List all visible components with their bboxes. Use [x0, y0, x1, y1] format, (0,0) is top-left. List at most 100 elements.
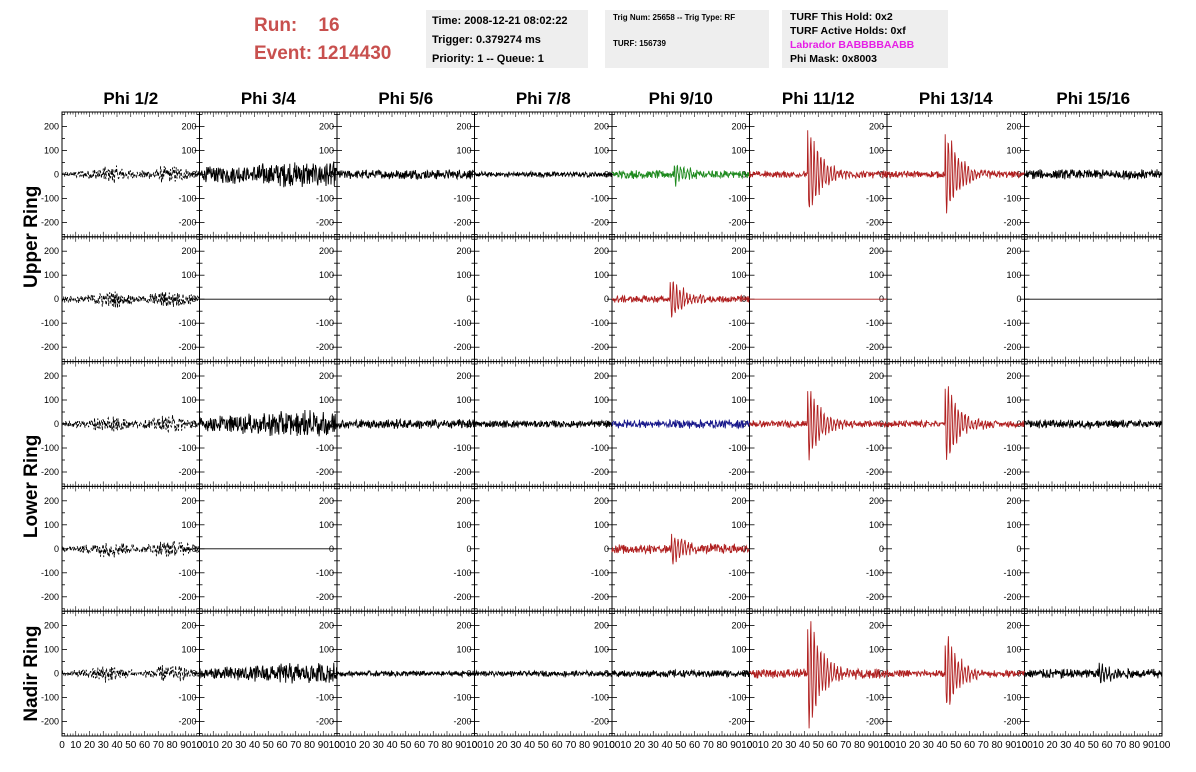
trig-num-text: Trig Num: 25658 -- Trig Type: RF	[613, 13, 736, 22]
y-tick-label: -100	[41, 193, 59, 203]
y-tick-label: 200	[456, 371, 471, 381]
y-tick-label: -100	[453, 443, 471, 453]
y-tick-label: -100	[41, 318, 59, 328]
trigger-info-box: Trig Num: 25658 -- Trig Type: RF TURF: 1…	[605, 10, 769, 68]
y-tick-label: 200	[731, 621, 746, 631]
y-tick-label: -100	[728, 568, 746, 578]
row-group-title: Nadir Ring	[21, 626, 42, 722]
y-tick-label: 0	[1016, 294, 1021, 304]
y-tick-label: 200	[456, 496, 471, 506]
y-tick-label: 100	[731, 395, 746, 405]
y-tick-label: -200	[866, 342, 884, 352]
y-tick-label: 200	[319, 621, 334, 631]
phi-mask-text: Phi Mask: 0x8003	[790, 53, 877, 65]
y-tick-label: -100	[728, 193, 746, 203]
y-tick-label: -200	[591, 467, 609, 477]
turf-count-text: TURF: 156739	[613, 39, 666, 48]
y-tick-label: -100	[1003, 568, 1021, 578]
y-tick-label: 200	[181, 121, 196, 131]
y-tick-label: -200	[178, 592, 196, 602]
y-tick-label: 100	[594, 145, 609, 155]
run-label: Run:	[254, 15, 298, 36]
run-row: Run: 16	[254, 12, 391, 40]
y-tick-label: 200	[181, 371, 196, 381]
y-tick-label: 100	[181, 520, 196, 530]
y-tick-label: -100	[453, 568, 471, 578]
y-tick-label: 100	[181, 395, 196, 405]
y-tick-label: -200	[41, 467, 59, 477]
y-tick-label: -100	[728, 318, 746, 328]
y-tick-label: 200	[594, 496, 609, 506]
event-value: 1214430	[317, 43, 392, 64]
y-tick-label: -200	[866, 467, 884, 477]
time-text: Time: 2008-12-21 08:02:22	[432, 15, 568, 27]
y-tick-label: 100	[44, 270, 59, 280]
y-tick-label: -100	[453, 693, 471, 703]
y-tick-label: -100	[1003, 443, 1021, 453]
y-tick-label: 100	[181, 270, 196, 280]
column-title: Phi 5/6	[378, 89, 433, 108]
time-info-box: Time: 2008-12-21 08:02:22 Trigger: 0.379…	[426, 10, 588, 68]
y-tick-label: 0	[1016, 169, 1021, 179]
y-tick-label: -200	[591, 342, 609, 352]
y-tick-label: 200	[869, 371, 884, 381]
row-group-title: Lower Ring	[21, 435, 42, 538]
y-tick-label: -100	[316, 693, 334, 703]
y-tick-label: 100	[319, 270, 334, 280]
column-title: Phi 9/10	[649, 89, 713, 108]
y-tick-label: -100	[316, 443, 334, 453]
row-group-title: Upper Ring	[21, 186, 42, 288]
y-tick-label: 0	[879, 169, 884, 179]
y-tick-label: -100	[728, 443, 746, 453]
y-tick-label: 200	[319, 371, 334, 381]
y-tick-label: -100	[866, 443, 884, 453]
y-tick-label: 200	[594, 246, 609, 256]
y-tick-label: -200	[1003, 592, 1021, 602]
y-tick-label: 200	[869, 496, 884, 506]
y-tick-label: -200	[591, 592, 609, 602]
y-tick-label: -200	[1003, 217, 1021, 227]
y-tick-label: 100	[594, 645, 609, 655]
y-tick-label: -200	[316, 592, 334, 602]
run-value: 16	[318, 15, 340, 36]
y-tick-label: -200	[453, 467, 471, 477]
y-tick-label: -200	[591, 717, 609, 727]
y-tick-label: 0	[54, 294, 59, 304]
y-tick-label: -100	[591, 193, 609, 203]
y-tick-label: 100	[456, 645, 471, 655]
priority-text: Priority: 1 -- Queue: 1	[432, 53, 544, 65]
y-tick-label: 200	[181, 621, 196, 631]
y-tick-label: -200	[1003, 342, 1021, 352]
y-tick-label: 200	[731, 371, 746, 381]
column-title: Phi 7/8	[516, 89, 571, 108]
y-tick-label: 0	[466, 544, 471, 554]
y-tick-label: 200	[319, 121, 334, 131]
y-tick-label: -100	[866, 318, 884, 328]
y-tick-label: 0	[54, 419, 59, 429]
y-tick-label: 0	[1016, 544, 1021, 554]
y-tick-label: -200	[1003, 467, 1021, 477]
y-tick-label: 100	[1006, 145, 1021, 155]
y-tick-label: 0	[604, 544, 609, 554]
y-tick-label: -100	[591, 318, 609, 328]
column-title: Phi 13/14	[919, 89, 993, 108]
turf-info-box: TURF This Hold: 0x2 TURF Active Holds: 0…	[782, 10, 948, 68]
y-tick-label: 100	[594, 270, 609, 280]
y-tick-label: 100	[319, 395, 334, 405]
y-tick-label: -200	[178, 717, 196, 727]
y-tick-label: -200	[41, 217, 59, 227]
y-tick-label: 100	[1006, 395, 1021, 405]
y-tick-label: -100	[453, 318, 471, 328]
y-tick-label: -100	[178, 443, 196, 453]
y-tick-label: 200	[319, 246, 334, 256]
y-tick-label: -100	[591, 443, 609, 453]
y-tick-label: -100	[1003, 318, 1021, 328]
y-tick-label: 100	[869, 395, 884, 405]
y-tick-label: -200	[316, 717, 334, 727]
y-tick-label: 100	[44, 645, 59, 655]
y-tick-label: -200	[41, 717, 59, 727]
y-tick-label: -100	[453, 193, 471, 203]
y-tick-label: 200	[456, 621, 471, 631]
y-tick-label: 200	[731, 246, 746, 256]
